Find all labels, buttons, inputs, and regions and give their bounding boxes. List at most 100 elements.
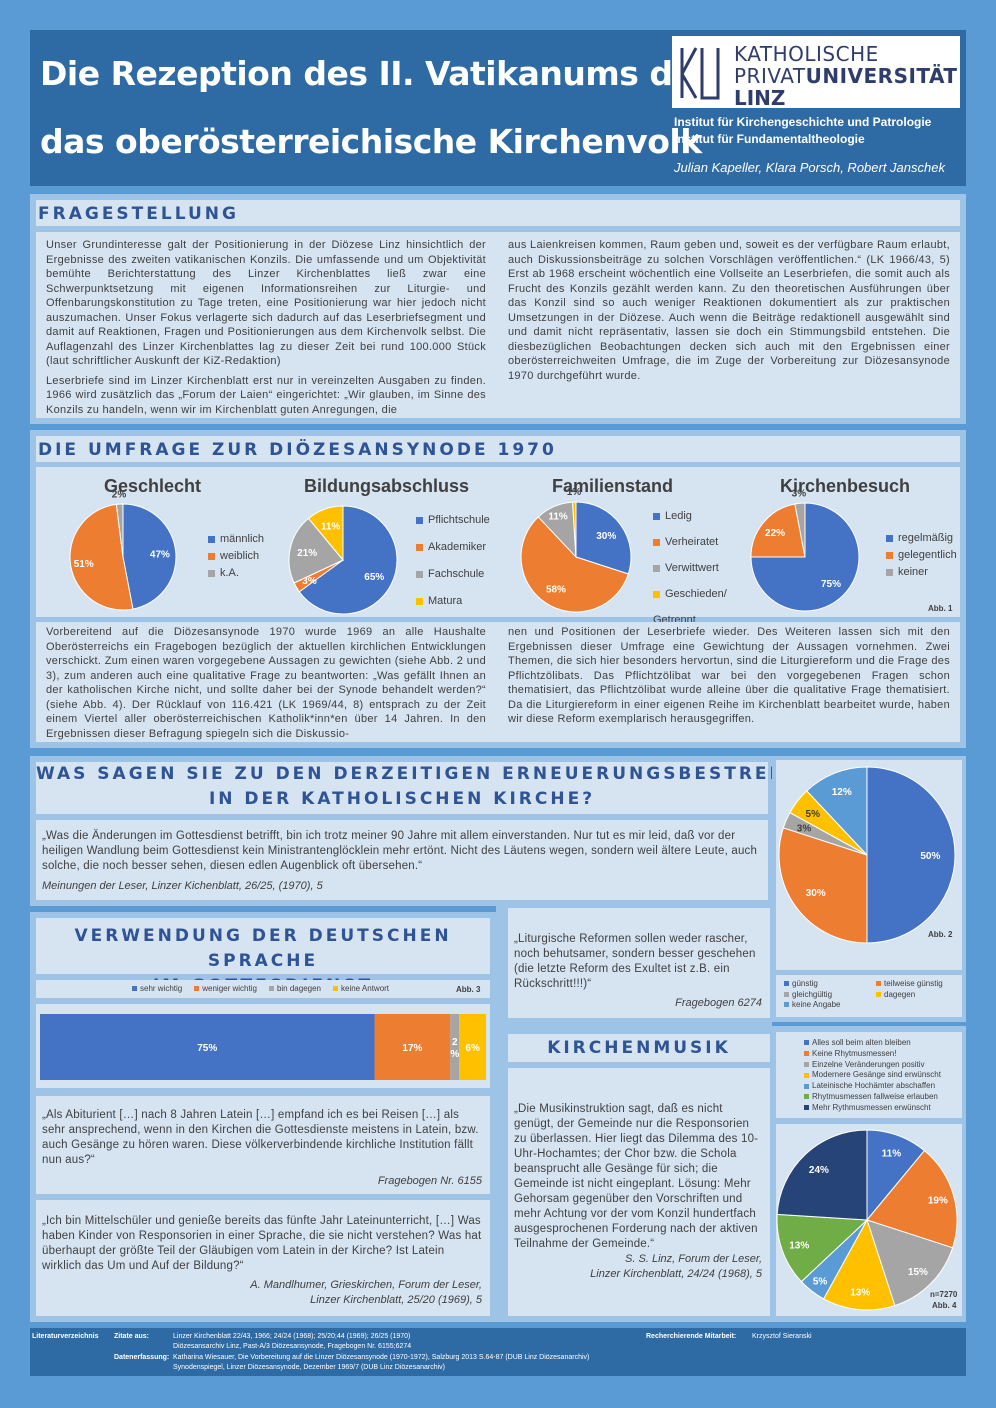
pie-value-label: 65% — [364, 572, 384, 583]
pie-familie-title: Familienstand — [552, 476, 674, 496]
legend-item: keine Angabe — [784, 1000, 841, 1009]
legend-item: regelmäßig — [886, 530, 957, 547]
sprache-source-2-line-2: Linzer Kirchenblatt, 25/20 (1969), 5 — [310, 1294, 482, 1306]
legend-swatch — [653, 538, 660, 546]
legend-label: Verheiratet — [665, 536, 719, 548]
bar-value-label: 75% — [197, 1043, 217, 1054]
pie-geschlecht-title: Geschlecht — [104, 476, 202, 496]
fragestellung-col1-p2: Leserbriefe sind im Linzer Kirchenblatt … — [46, 374, 486, 416]
pie-value-label: 47% — [150, 550, 170, 561]
legend-geschlecht: männlich weiblich k.A. — [208, 531, 264, 582]
legend-item: keine Antwort — [333, 984, 389, 993]
pie-slice — [572, 501, 577, 558]
pie-value-label: 75% — [821, 579, 841, 590]
umfrage-title: DIE UMFRAGE ZUR DIÖZESANSYNODE 1970 — [36, 436, 960, 462]
pie-erneuerung: 50% 30% 3% 5% 12% — [778, 766, 956, 944]
kirchenmusik-title: KIRCHENMUSIK — [508, 1034, 770, 1062]
legend-swatch — [804, 1040, 809, 1046]
legend-swatch — [208, 569, 215, 577]
pie-slice — [115, 503, 124, 558]
pie-slice — [776, 1213, 869, 1283]
legend-swatch — [784, 991, 789, 997]
bar-segment — [374, 1014, 451, 1080]
fragestellung-col1: Unser Grundinteresse galt der Positionie… — [46, 238, 486, 417]
legend-swatch — [804, 1061, 809, 1067]
legend-label: Modernere Gesänge sind erwünscht — [812, 1070, 941, 1080]
abb-3: Abb. 3 — [456, 985, 481, 994]
legend-swatch — [804, 1051, 809, 1057]
legend-bildung: Pflichtschule Akademiker Fachschule Matura — [416, 507, 490, 615]
pie-value-label: 3% — [797, 824, 812, 835]
legend-label: Mehr Rythmusmessen erwünscht — [812, 1102, 931, 1112]
footer-lit-label: Literaturverzeichnis — [32, 1333, 99, 1340]
legend-label: weniger wichtig — [202, 984, 257, 993]
legend-kirchenmusik: Alles soll beim alten bleiben Keine Rhytm… — [804, 1038, 941, 1114]
bar-segment — [40, 1014, 375, 1080]
legend-sprache: sehr wichtig weniger wichtig bin dagegen ke… — [132, 984, 401, 993]
footer-daten-1: Katharina Wiesauer, Die Vorbereitung auf… — [173, 1354, 590, 1361]
legend-item: Verwittwert — [653, 555, 733, 581]
legend-swatch — [784, 981, 789, 987]
legend-item: sehr wichtig — [132, 984, 182, 993]
pie-slice — [866, 766, 956, 944]
logo-line-3: LINZ — [734, 86, 786, 110]
legend-swatch — [876, 991, 881, 997]
fragestellung-title: FRAGESTELLUNG — [36, 200, 960, 226]
pie-slice — [822, 1218, 896, 1311]
sprache-title-line-1: VERWENDUNG DER DEUTSCHEN SPRACHE — [74, 926, 452, 971]
university-logo: KATHOLISCHE PRIVATUNIVERSITÄT LINZ — [672, 36, 960, 110]
pie-value-label: 11% — [882, 1148, 902, 1159]
footer-recherche-label: Recherchierende Mitarbeit: — [646, 1333, 737, 1340]
pie-slice — [866, 1219, 954, 1307]
pie-value-label: 3% — [302, 576, 317, 587]
pie-kirchenbesuch-title: Kirchenbesuch — [780, 476, 911, 496]
abb2-chart-panel: 50% 30% 3% 5% 12% Abb. 2 — [776, 760, 962, 970]
erneuerung-source: Meinungen der Leser, Linzer Kichenblatt,… — [42, 880, 323, 892]
legend-label: gelegentlich — [898, 549, 957, 561]
institute-1: Institut für Kirchengeschichte und Patro… — [674, 115, 932, 129]
pie-value-label: 3% — [792, 488, 807, 499]
logo-line-2: PRIVATUNIVERSITÄT — [734, 64, 958, 88]
legend-label: Matura — [428, 595, 463, 607]
footer-daten-label: Datenerfassung: — [114, 1354, 170, 1361]
pie-slice — [806, 766, 868, 857]
footer: Literaturverzeichnis Zitate aus: Linzer … — [30, 1328, 966, 1376]
pie-value-label: 2% — [112, 490, 127, 501]
pie-value-label: 1% — [567, 487, 582, 498]
legend-swatch — [886, 551, 893, 559]
pie-value-label: 50% — [920, 851, 940, 862]
legend-label: teilweise günstig — [884, 979, 943, 988]
kirchenmusik-source: S. S. Linz, Forum der Leser, Linzer Kirc… — [590, 1252, 762, 1282]
pie-slice — [794, 502, 806, 558]
pie-slice — [575, 501, 632, 575]
legend-item: Pflichtschule — [416, 507, 490, 534]
institute-2: Institut für Fundamentaltheologie — [674, 132, 865, 146]
footer-recherche-name: Krzysztof Sieranski — [752, 1333, 812, 1340]
legend-label: keine Angabe — [792, 1000, 841, 1009]
abb2-legend-panel: günstig teilweise günstig gleichgültig dag… — [776, 975, 962, 1017]
abb-1: Abb. 1 — [928, 604, 953, 613]
sprache-source-2: A. Mandlhumer, Grieskirchen, Forum der L… — [250, 1278, 482, 1308]
umfrage-col1: Vorbereitend auf die Diözesansynode 1970… — [46, 626, 486, 740]
legend-item: k.A. — [208, 565, 264, 582]
pie-value-label: 22% — [765, 528, 785, 539]
legend-swatch — [208, 535, 215, 543]
legend-label: günstig — [792, 979, 818, 988]
bar-segment — [459, 1014, 486, 1080]
legend-swatch — [804, 1072, 809, 1078]
legend-label: Akademiker — [428, 541, 487, 553]
legend-swatch — [194, 986, 200, 992]
sprache-quote2-panel: „Ich bin Mittelschüler und genieße berei… — [36, 1200, 490, 1316]
pie-slice — [778, 827, 868, 944]
legend-label: Fachschule — [428, 568, 485, 580]
kirchenmusik-source-line-2: Linzer Kirchenblatt, 24/24 (1968), 5 — [590, 1268, 762, 1280]
pie-kirchenmusik: 11% 19% 15% 13% 5% 13% 24% — [776, 1129, 958, 1311]
legend-item: Lateinische Hochämter abschaffen — [804, 1081, 941, 1092]
legend-swatch — [784, 1002, 789, 1008]
legend-swatch — [886, 568, 893, 576]
pie-value-label: 13% — [850, 1288, 870, 1299]
bar-segment — [450, 1014, 460, 1080]
pie-value-label: 24% — [809, 1165, 829, 1176]
pie-slice — [69, 503, 134, 611]
legend-item: Keine Rhytmusmessen! — [804, 1049, 941, 1060]
